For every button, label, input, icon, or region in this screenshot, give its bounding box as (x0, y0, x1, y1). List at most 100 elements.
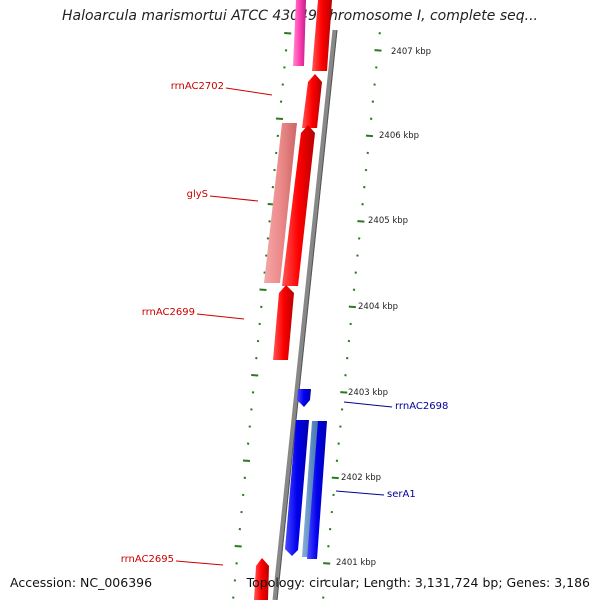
inner-tick-18 (256, 339, 260, 343)
label-rrnAC2698[interactable]: rrnAC2698 (395, 401, 448, 412)
inner-tick-17 (258, 322, 261, 326)
inner-tick-30 (234, 545, 242, 548)
outer-tick-17 (349, 322, 352, 326)
inner-tick-20 (251, 374, 259, 377)
inner-tick-ring (232, 32, 292, 599)
inner-tick-3 (281, 83, 285, 86)
outer-tick-23 (339, 425, 342, 428)
connector-rrnAC2699 (196, 313, 245, 320)
outer-tick-3 (373, 83, 376, 86)
outer-tick-7 (366, 151, 369, 155)
inner-tick-7 (274, 151, 278, 155)
backbone-line (272, 29, 338, 600)
scale-label-2402: 2402 kbp (341, 473, 381, 483)
outer-tick-16 (348, 305, 356, 309)
outer-tick-6 (365, 134, 374, 138)
inner-tick-29 (238, 527, 242, 531)
inner-tick-21 (251, 391, 255, 394)
outer-tick-27 (332, 493, 335, 497)
outer-tick-ring (322, 32, 382, 599)
outer-tick-31 (323, 562, 331, 565)
outer-tick-24 (337, 442, 340, 445)
inner-tick-5 (275, 117, 284, 120)
connector-rrnAC2702 (225, 87, 273, 96)
outer-tick-30 (327, 545, 330, 548)
inner-tick-19 (255, 356, 258, 360)
label-serA1[interactable]: serA1 (387, 489, 416, 500)
outer-tick-11 (357, 220, 365, 223)
connector-rrnAC2698 (343, 401, 393, 408)
backbone-line-edge (276, 29, 338, 600)
inner-tick-32 (233, 579, 237, 582)
connector-rrnAC2695 (175, 560, 224, 566)
gene-rrnAC2699[interactable] (273, 285, 294, 360)
label-rrnAC2699[interactable]: rrnAC2699 (142, 307, 195, 318)
inner-tick-13 (265, 254, 268, 257)
inner-tick-15 (259, 288, 267, 291)
inner-tick-1 (284, 49, 288, 52)
scale-label-2406: 2406 kbp (379, 131, 419, 141)
label-glyS[interactable]: glyS (187, 189, 208, 200)
inner-tick-22 (250, 408, 253, 411)
accession-text: Accession: NC_006396 (10, 575, 153, 590)
gene-glyS-salmon[interactable] (264, 123, 297, 283)
inner-tick-25 (242, 459, 251, 462)
outer-tick-13 (356, 254, 359, 257)
outer-tick-0 (378, 32, 381, 35)
outer-tick-20 (344, 374, 347, 377)
gene-serA1[interactable] (285, 420, 309, 556)
outer-tick-26 (331, 476, 339, 480)
gene-rrnAC2695[interactable] (254, 558, 269, 600)
inner-tick-0 (284, 32, 292, 35)
gene-blue-right[interactable] (307, 421, 327, 559)
inner-tick-16 (260, 305, 263, 309)
gene-glyS[interactable] (282, 125, 315, 286)
scale-label-2403: 2403 kbp (348, 388, 388, 398)
inner-tick-26 (243, 476, 247, 480)
outer-tick-12 (357, 237, 361, 240)
outer-tick-9 (363, 185, 366, 189)
gene-rrnAC2702[interactable] (302, 74, 322, 128)
inner-tick-6 (276, 134, 280, 138)
inner-tick-8 (273, 168, 276, 172)
topology-text: Topology: circular; Length: 3,131,724 bp… (246, 575, 590, 590)
inner-tick-11 (268, 220, 271, 223)
outer-tick-22 (340, 408, 344, 411)
outer-tick-15 (352, 288, 356, 291)
outer-tick-29 (328, 527, 332, 531)
connector-glyS (209, 195, 259, 202)
gene-rrnAC2698[interactable] (297, 389, 311, 407)
outer-tick-25 (335, 459, 339, 462)
outer-tick-33 (322, 596, 325, 599)
outer-tick-10 (361, 203, 364, 206)
outer-tick-18 (347, 339, 351, 343)
connector-serA1 (335, 490, 385, 496)
scale-label-2401: 2401 kbp (336, 558, 376, 568)
outer-tick-21 (340, 391, 348, 394)
outer-tick-5 (369, 117, 373, 120)
label-rrnAC2695[interactable]: rrnAC2695 (121, 554, 174, 565)
inner-tick-31 (235, 562, 238, 565)
inner-tick-27 (241, 493, 245, 497)
gene-pink-top[interactable] (293, 0, 306, 66)
outer-tick-19 (345, 356, 349, 360)
outer-tick-32 (323, 579, 327, 582)
inner-tick-24 (246, 442, 250, 445)
outer-tick-4 (371, 100, 375, 103)
inner-tick-33 (232, 596, 235, 599)
scale-label-2404: 2404 kbp (358, 302, 398, 312)
label-rrnAC2702[interactable]: rrnAC2702 (171, 81, 224, 92)
inner-tick-12 (266, 237, 270, 240)
inner-tick-23 (248, 425, 252, 428)
inner-tick-2 (283, 66, 286, 69)
outer-tick-1 (374, 49, 382, 52)
outer-tick-8 (364, 168, 368, 172)
outer-tick-2 (375, 66, 378, 69)
gene-red-top[interactable] (312, 0, 332, 71)
outer-tick-14 (354, 271, 358, 274)
outer-tick-28 (330, 510, 334, 514)
inner-tick-9 (271, 185, 275, 189)
inner-tick-4 (279, 100, 283, 103)
scale-label-2405: 2405 kbp (368, 216, 408, 226)
